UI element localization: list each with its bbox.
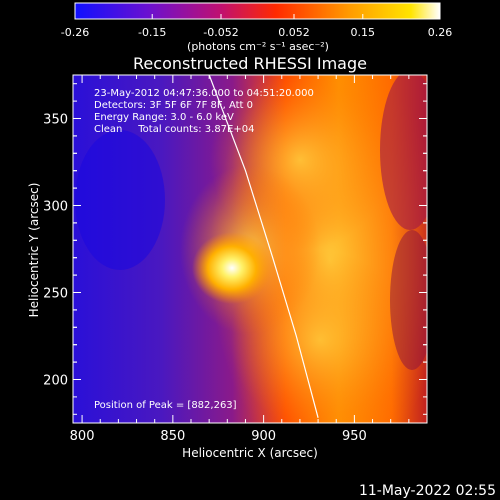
- x-tick-label: 900: [251, 429, 276, 444]
- colorbar-tick-label: 0.052: [278, 26, 310, 39]
- annotation-time: 23-May-2012 04:47:36.000 to 04:51:20.000: [94, 88, 314, 99]
- y-axis-label: Heliocentric Y (arcsec): [27, 183, 41, 318]
- annotation-energy: Energy Range: 3.0 - 6.0 keV: [94, 112, 234, 123]
- y-tick-label: 250: [43, 287, 68, 302]
- annotation-peak: Position of Peak = [882,263]: [94, 400, 237, 411]
- footer-timestamp: 11-May-2022 02:55: [359, 483, 496, 499]
- plot-frame: [72, 74, 428, 424]
- colorbar: [74, 2, 441, 20]
- x-tick-label: 850: [160, 429, 185, 444]
- colorbar-tick-label: -0.26: [61, 26, 89, 39]
- heatmap-image: [73, 75, 427, 423]
- annotation-detectors: Detectors: 3F 5F 6F 7F 8F, Att 0: [94, 100, 253, 111]
- colorbar-label: (photons cm⁻² s⁻¹ asec⁻²): [187, 40, 329, 53]
- colorbar-tick-label: 0.26: [428, 26, 453, 39]
- colorbar-tick-label: -0.15: [138, 26, 166, 39]
- colorbar-tick-label: -0.052: [203, 26, 238, 39]
- x-tick-label: 800: [70, 429, 95, 444]
- colorbar-tick-label: 0.15: [351, 26, 376, 39]
- x-tick-label: 950: [342, 429, 367, 444]
- y-tick-label: 300: [43, 200, 68, 215]
- x-axis-ticks: 800 850 900 950: [70, 75, 410, 444]
- y-tick-label: 350: [43, 113, 68, 128]
- y-tick-label: 200: [43, 374, 68, 389]
- solar-limb-curve: [208, 75, 319, 418]
- chart-title: Reconstructed RHESSI Image: [133, 54, 367, 73]
- y-axis-ticks: 200 250 300 350: [43, 83, 427, 415]
- annotation-clean: Clean Total counts: 3.87E+04: [94, 124, 254, 135]
- peak-hotspot: [192, 232, 272, 304]
- colorbar-ticks: -0.26 -0.15 -0.052 0.052 0.15 0.26: [61, 14, 452, 39]
- x-axis-label: Heliocentric X (arcsec): [182, 446, 318, 460]
